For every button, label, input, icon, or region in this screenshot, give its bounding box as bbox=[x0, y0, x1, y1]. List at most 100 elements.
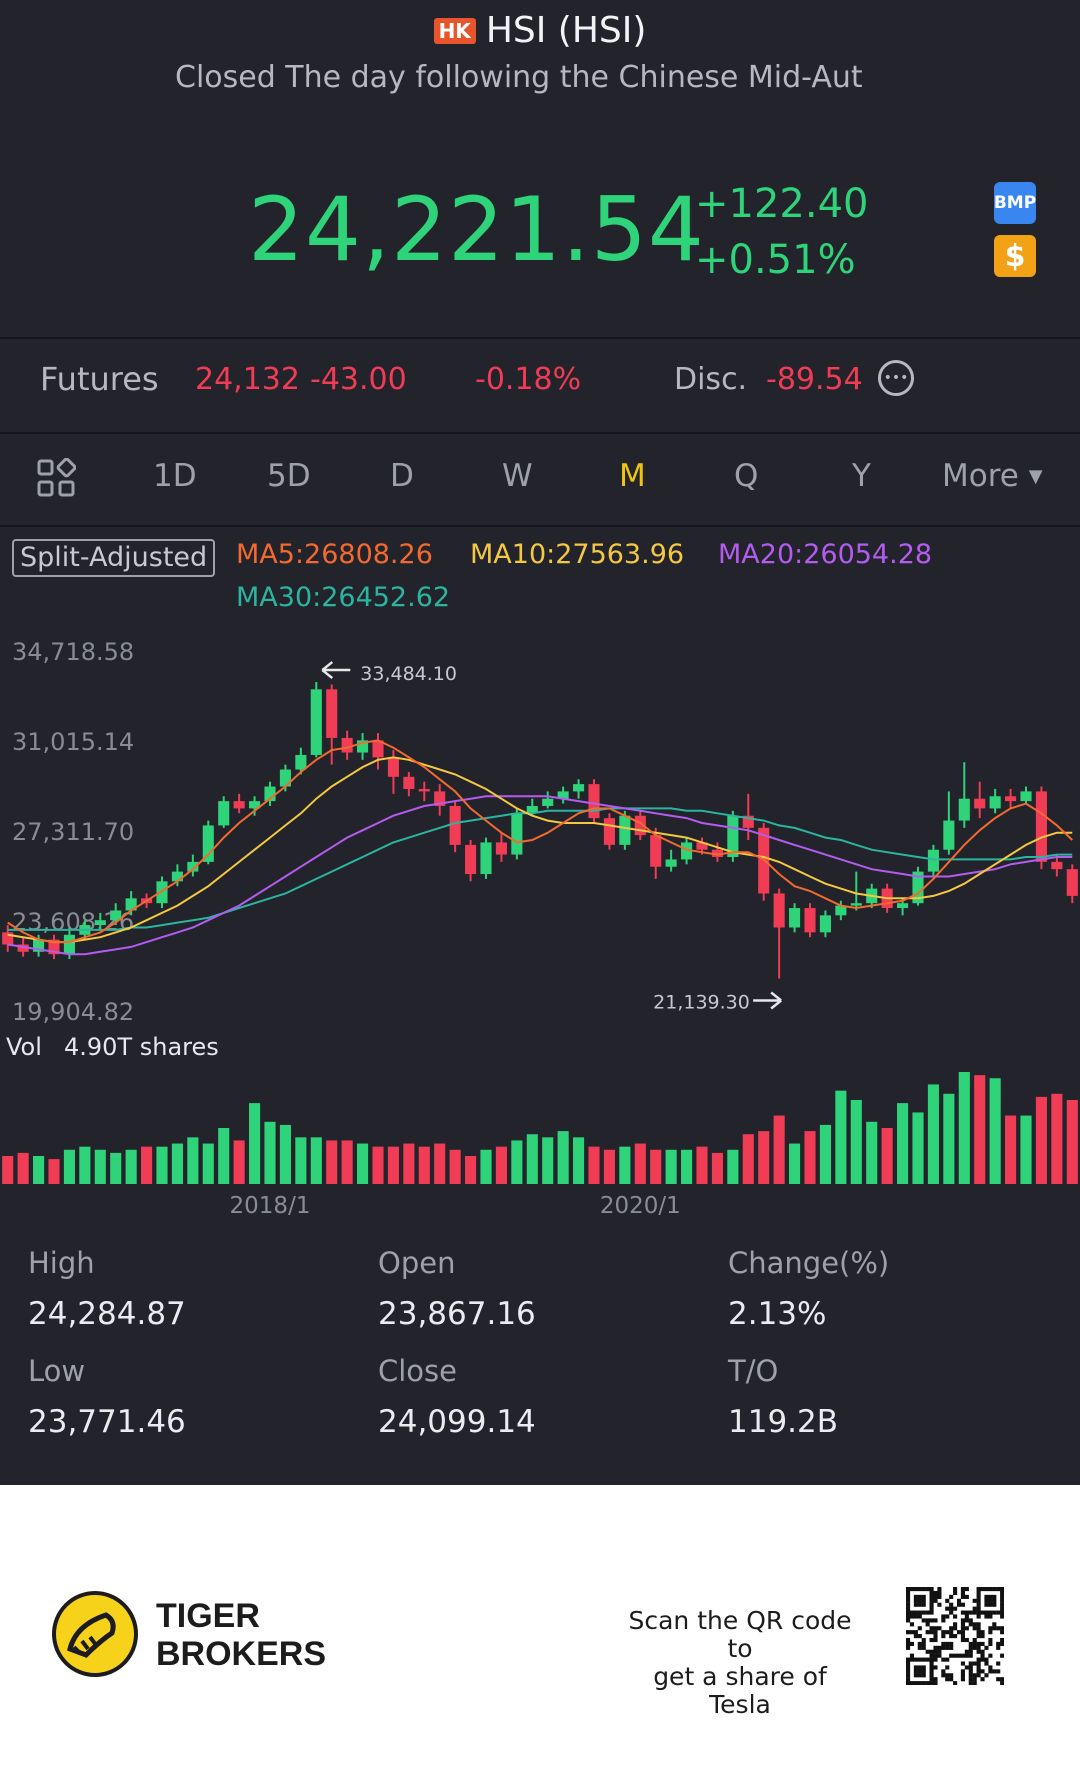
y-tick-label: 31,015.14 bbox=[12, 728, 134, 756]
candle-body bbox=[17, 944, 29, 952]
candle-body bbox=[110, 910, 122, 921]
candle-body bbox=[279, 769, 291, 787]
qr-caption: Scan the QR code to get a share of Tesla bbox=[620, 1607, 860, 1719]
open-label: Open bbox=[378, 1246, 456, 1280]
candle-body bbox=[1035, 791, 1047, 862]
volume-bar bbox=[202, 1143, 214, 1184]
candle-body bbox=[1005, 796, 1017, 802]
volume-bar bbox=[881, 1128, 893, 1184]
arrow-right-icon bbox=[753, 991, 782, 1010]
change-percent: +0.51% bbox=[695, 237, 856, 283]
futures-change: -43.00 bbox=[310, 362, 407, 397]
more-options-icon[interactable]: ••• bbox=[878, 360, 914, 396]
tab-more-label: More bbox=[942, 458, 1019, 494]
tab-5d[interactable]: 5D bbox=[267, 458, 311, 494]
candle-body bbox=[125, 898, 137, 911]
split-adjusted-toggle[interactable]: Split-Adjusted bbox=[12, 539, 216, 577]
volume-bar bbox=[495, 1146, 507, 1184]
turnover-label: T/O bbox=[728, 1354, 779, 1388]
volume-bar bbox=[773, 1115, 785, 1184]
volume-bar bbox=[850, 1100, 862, 1184]
ma5-label: MA5:26808.26 bbox=[236, 539, 433, 570]
tab-1d[interactable]: 1D bbox=[153, 458, 197, 494]
candle-body bbox=[233, 801, 245, 809]
bmp-icon[interactable]: BMP bbox=[994, 182, 1036, 224]
volume-bar bbox=[634, 1143, 646, 1184]
volume-bar bbox=[927, 1084, 939, 1184]
volume-bar bbox=[742, 1134, 754, 1184]
price-chart[interactable]: 34,718.5831,015.1427,311.7023,608.2619,9… bbox=[0, 628, 1080, 1228]
ma10-line bbox=[7, 756, 1073, 944]
volume-bar bbox=[1066, 1100, 1078, 1184]
volume-bar bbox=[233, 1140, 245, 1184]
volume-bar bbox=[1020, 1115, 1032, 1184]
candle-body bbox=[48, 939, 60, 955]
disc-label: Disc. bbox=[674, 362, 748, 397]
candle-body bbox=[727, 815, 739, 858]
candle-body bbox=[310, 689, 322, 755]
disc-value: -89.54 bbox=[766, 362, 863, 397]
last-price: 24,221.54 bbox=[248, 178, 705, 281]
y-tick-label: 19,904.82 bbox=[12, 998, 134, 1026]
period-tabs: 1D 5D D W M Q Y More ▼ bbox=[0, 450, 1080, 505]
low-marker-label: 21,139.30 bbox=[653, 992, 750, 1014]
ma-legend: Split-Adjusted MA5:26808.26 MA10:27563.9… bbox=[0, 535, 1080, 625]
brand-name: TIGER BROKERS bbox=[156, 1597, 326, 1673]
volume-bar bbox=[727, 1149, 739, 1184]
tab-more[interactable]: More ▼ bbox=[942, 458, 1043, 494]
dollar-icon[interactable]: $ bbox=[994, 235, 1036, 277]
page-title[interactable]: HSI (HSI) bbox=[485, 10, 647, 51]
volume-bar bbox=[866, 1121, 878, 1184]
volume-bar bbox=[819, 1124, 831, 1184]
volume-bar bbox=[511, 1140, 523, 1184]
candle-body bbox=[789, 908, 801, 928]
candle-body bbox=[326, 689, 338, 738]
tab-d[interactable]: D bbox=[390, 458, 414, 494]
volume-bar bbox=[789, 1143, 801, 1184]
y-tick-label: 27,311.70 bbox=[12, 818, 134, 846]
candle-body bbox=[835, 905, 847, 916]
volume-bar bbox=[696, 1146, 708, 1184]
candle-body bbox=[850, 903, 862, 906]
candle-body bbox=[634, 815, 646, 836]
volume-bar bbox=[804, 1131, 816, 1184]
volume-bar bbox=[1051, 1093, 1063, 1184]
open-value: 23,867.16 bbox=[378, 1296, 536, 1332]
tab-m[interactable]: M bbox=[619, 458, 646, 494]
volume-bar bbox=[434, 1143, 446, 1184]
qr-caption-line-2: get a share of Tesla bbox=[653, 1662, 827, 1719]
candle-body bbox=[943, 820, 955, 850]
volume-bar bbox=[187, 1137, 199, 1184]
candle-body bbox=[218, 801, 230, 826]
candle-body bbox=[681, 842, 693, 860]
volume-bar bbox=[63, 1149, 75, 1184]
futures-row[interactable]: Futures 24,132 -43.00 -0.18% Disc. -89.5… bbox=[40, 360, 1040, 410]
candle-body bbox=[1066, 869, 1078, 896]
candle-body bbox=[434, 791, 446, 806]
volume-bar bbox=[279, 1124, 291, 1184]
tab-w[interactable]: W bbox=[502, 458, 533, 494]
volume-bar bbox=[403, 1143, 415, 1184]
arrow-left-icon bbox=[321, 661, 351, 680]
layout-grid-icon[interactable] bbox=[36, 458, 76, 498]
candle-body bbox=[542, 798, 554, 806]
tab-y[interactable]: Y bbox=[852, 458, 871, 494]
candle-body bbox=[264, 786, 276, 802]
candle-body bbox=[372, 740, 384, 758]
divider bbox=[0, 525, 1080, 527]
divider bbox=[0, 337, 1080, 339]
candle-body bbox=[341, 737, 353, 753]
qr-code-icon[interactable] bbox=[906, 1587, 1004, 1685]
volume-bar bbox=[573, 1137, 585, 1184]
candle-body bbox=[387, 757, 399, 777]
candle-body bbox=[603, 818, 615, 845]
ma10-label: MA10:27563.96 bbox=[470, 539, 685, 570]
volume-bar bbox=[418, 1146, 430, 1184]
volume-bar bbox=[387, 1146, 399, 1184]
volume-bar bbox=[156, 1146, 168, 1184]
volume-bar bbox=[835, 1090, 847, 1184]
ma30-line bbox=[7, 807, 1073, 931]
candle-body bbox=[526, 805, 538, 814]
candle-body bbox=[511, 813, 523, 855]
tab-q[interactable]: Q bbox=[734, 458, 759, 494]
